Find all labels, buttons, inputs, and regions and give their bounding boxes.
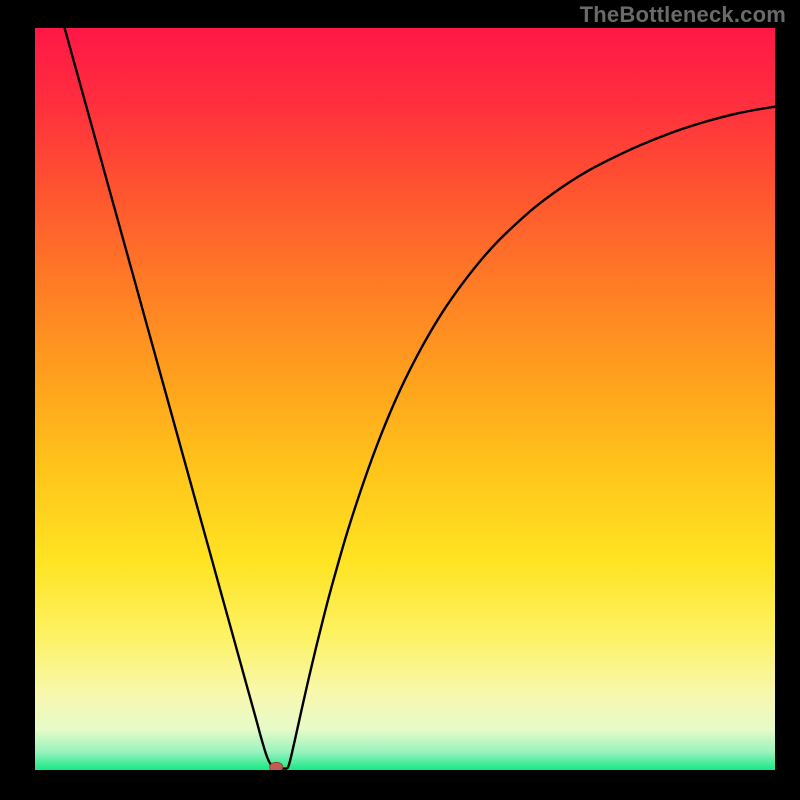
watermark-text: TheBottleneck.com bbox=[580, 2, 786, 28]
bottleneck-chart bbox=[35, 28, 775, 770]
chart-container: TheBottleneck.com bbox=[0, 0, 800, 800]
gradient-background bbox=[35, 28, 775, 770]
plot-area bbox=[35, 28, 775, 770]
optimum-marker bbox=[270, 762, 283, 770]
